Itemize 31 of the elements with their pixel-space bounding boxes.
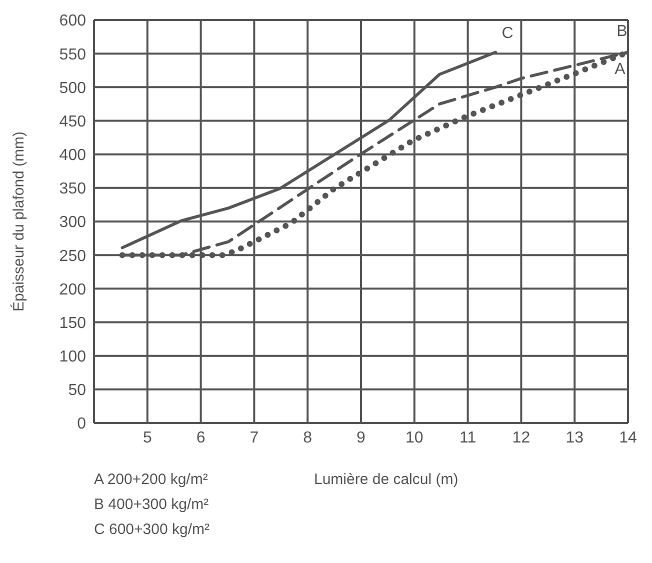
y-tick-label: 450	[59, 113, 86, 130]
y-tick-label: 0	[77, 416, 86, 433]
x-tick-label: 9	[356, 429, 366, 446]
y-tick-label: 400	[59, 147, 86, 164]
text: A 200+200 kg/m²	[94, 470, 209, 490]
y-tick-label: 200	[59, 281, 86, 298]
x-axis-title: Lumière de calcul (m)	[314, 470, 458, 490]
text: C 600+300 kg/m²	[94, 520, 210, 540]
x-tick-label: 8	[303, 429, 312, 446]
x-tick-label: 14	[619, 429, 637, 446]
x-tick-label: 5	[142, 429, 152, 446]
y-tick-label: 600	[59, 12, 86, 30]
series-label: C	[502, 25, 514, 42]
x-tick-label: 7	[250, 429, 259, 446]
y-axis-title: Épaisseur du plafond (mm)	[9, 131, 28, 312]
y-tick-label: 550	[59, 46, 86, 64]
x-tick-label: 11	[459, 429, 476, 446]
y-tick-label: 250	[59, 248, 86, 265]
x-tick-label: 13	[566, 429, 584, 446]
x-tick-label: 12	[512, 429, 530, 446]
x-tick-label: 10	[406, 429, 424, 446]
y-tick-label: 350	[59, 180, 86, 198]
x-tick-label: 6	[196, 429, 206, 446]
y-tick-label: 100	[59, 348, 86, 366]
y-tick-label: 150	[59, 314, 86, 332]
y-tick-label: 500	[59, 80, 86, 97]
y-tick-label: 300	[59, 214, 86, 232]
y-tick-label: 50	[68, 382, 86, 400]
series-label: A	[614, 61, 626, 78]
text: B 400+300 kg/m²	[94, 495, 210, 515]
series-label: B	[616, 23, 628, 40]
